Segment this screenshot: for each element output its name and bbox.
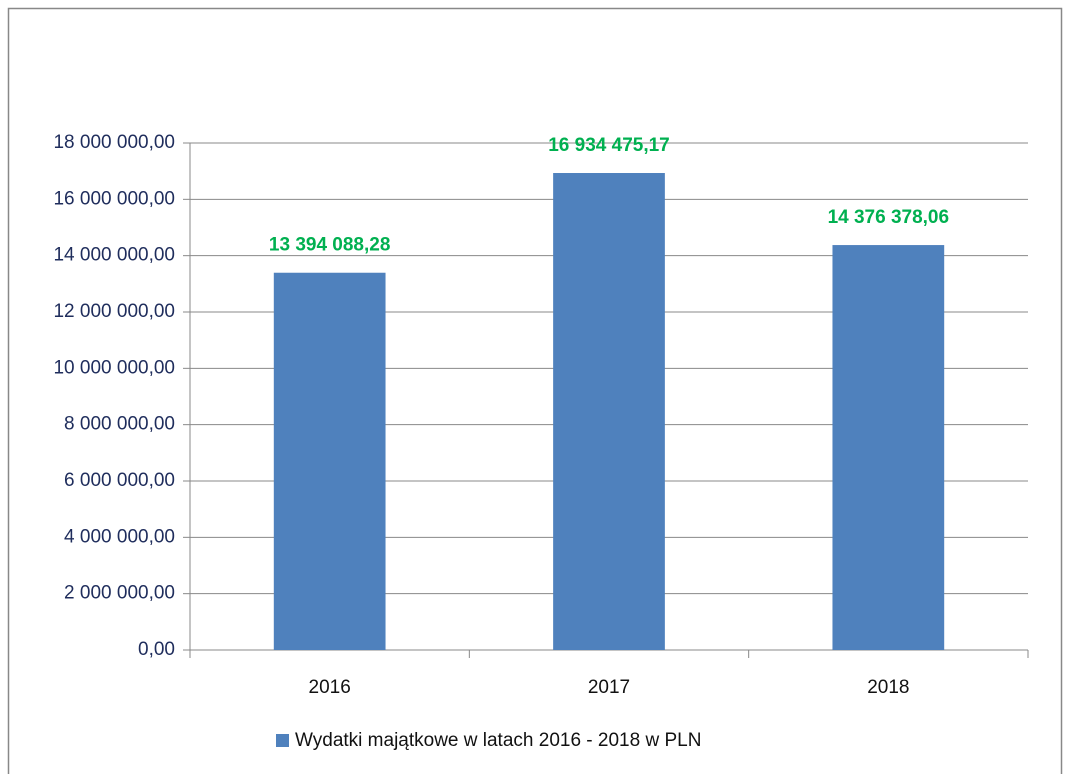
data-label: 14 376 378,06	[828, 207, 950, 228]
bar	[553, 173, 665, 651]
data-label: 13 394 088,28	[269, 235, 391, 256]
y-tick-label: 2 000 000,00	[64, 583, 175, 604]
y-tick-label: 6 000 000,00	[64, 470, 175, 491]
data-label: 16 934 475,17	[548, 135, 670, 156]
y-tick-label: 16 000 000,00	[53, 188, 175, 209]
y-tick-label: 14 000 000,00	[53, 245, 175, 266]
legend-label: Wydatki majątkowe w latach 2016 - 2018 w…	[295, 730, 701, 751]
y-tick-label: 8 000 000,00	[64, 414, 175, 435]
x-tick-label: 2016	[309, 677, 351, 698]
y-tick-label: 12 000 000,00	[53, 301, 175, 322]
x-tick-label: 2017	[588, 677, 630, 698]
y-tick-label: 0,00	[138, 639, 175, 660]
bar	[832, 245, 945, 650]
x-tick-label: 2018	[867, 677, 909, 698]
y-tick-label: 18 000 000,00	[53, 132, 175, 153]
y-tick-label: 4 000 000,00	[64, 526, 175, 547]
legend-swatch	[276, 734, 289, 747]
y-tick-label: 10 000 000,00	[53, 357, 175, 378]
bar	[273, 272, 386, 650]
